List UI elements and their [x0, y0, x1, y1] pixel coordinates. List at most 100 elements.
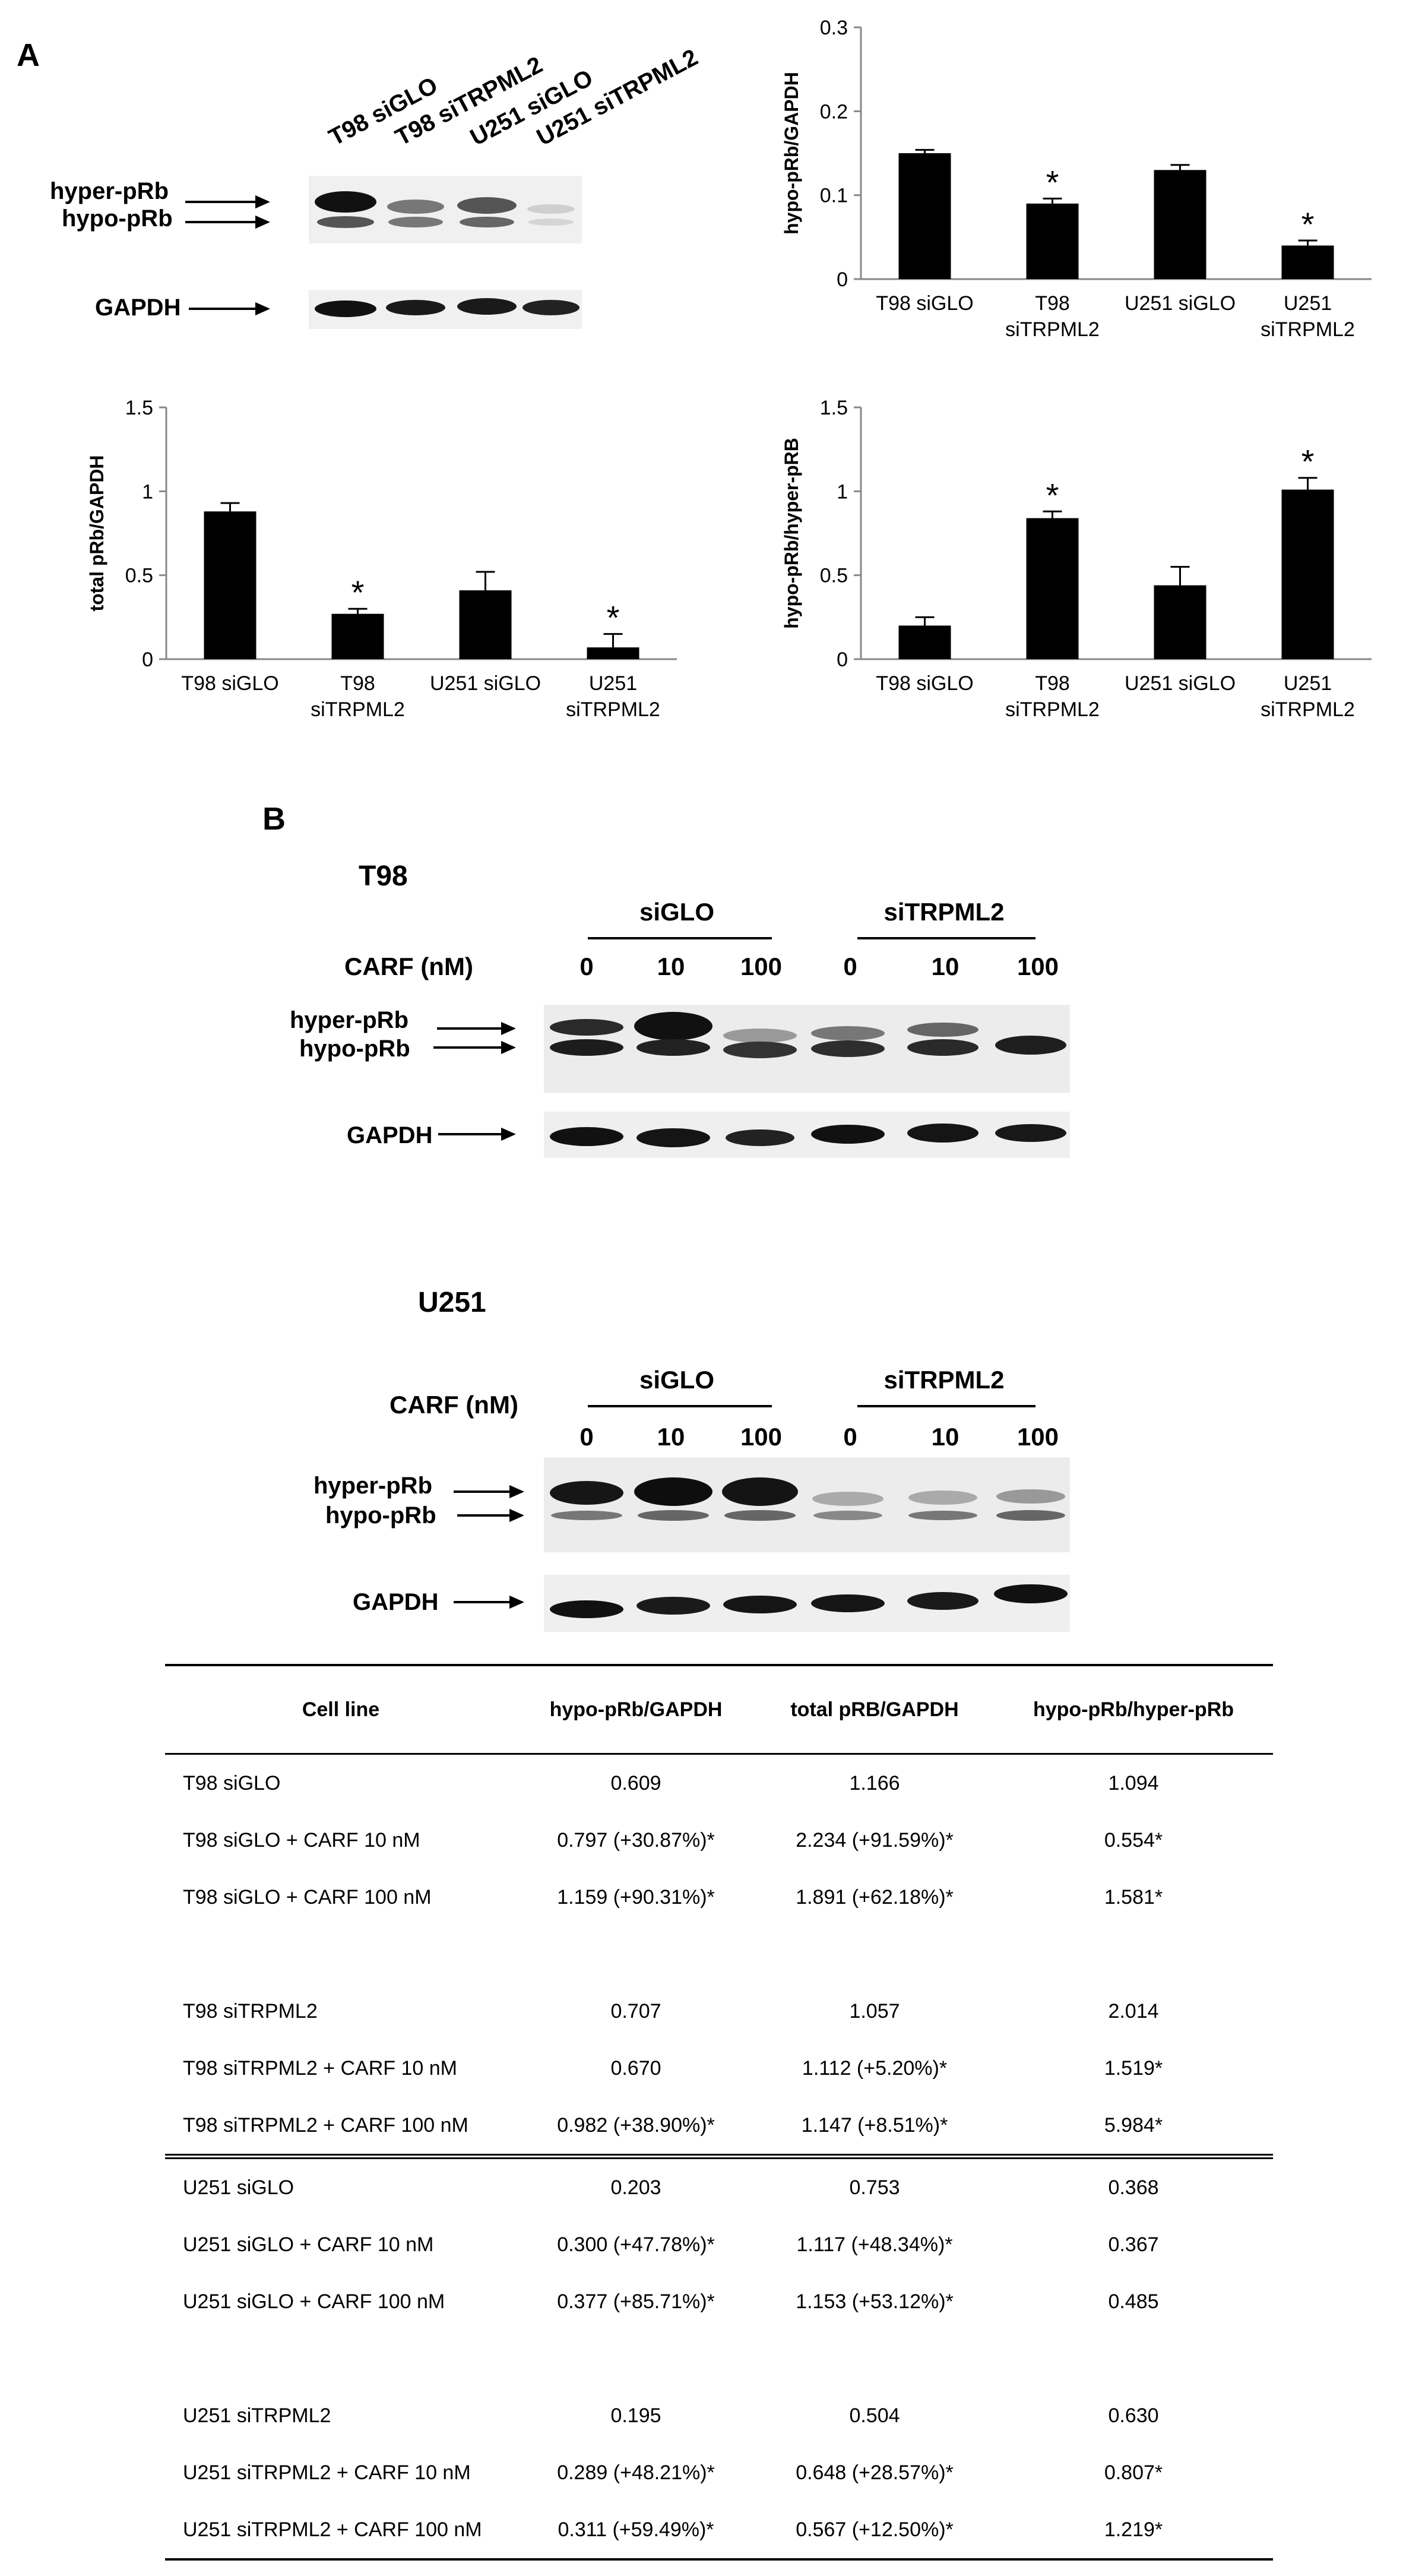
y-axis-label: hypo-pRb/hyper-pRB: [781, 438, 802, 629]
u251-title: U251: [418, 1287, 486, 1318]
table-row: T98 siGLO 0.609 1.166 1.094: [165, 1754, 1273, 1812]
u251-blot-arrows: [454, 1485, 524, 1609]
u251-bands: [550, 1477, 1068, 1618]
bar: [587, 647, 639, 659]
t98-hyper-label: hyper-pRb: [290, 1007, 408, 1033]
u251-gapdh-label: GAPDH: [353, 1589, 439, 1615]
table-row: U251 siTRPML2 + CARF 10 nM 0.289 (+48.21…: [165, 2444, 1273, 2501]
cell: 0.300 (+47.78%)*: [557, 2233, 715, 2256]
t98-blot-arrows: [433, 1021, 516, 1141]
t98-top-membrane: [544, 1005, 1070, 1093]
cell: 1.117 (+48.34%)*: [796, 2233, 953, 2256]
cell: 0.377 (+85.71%)*: [557, 2290, 715, 2313]
blot-a-bands: [315, 191, 580, 317]
row-label: U251 siGLO + CARF 100 nM: [183, 2290, 445, 2313]
table-row: T98 siTRPML2 + CARF 100 nM 0.982 (+38.90…: [165, 2097, 1273, 2159]
bar: [898, 153, 951, 279]
t98-group-siglo: siGLO: [639, 898, 715, 926]
cell: 0.707: [610, 1999, 661, 2023]
cell: 1.581*: [1104, 1885, 1163, 1909]
table-row: U251 siGLO 0.203 0.753 0.368: [165, 2157, 1273, 2217]
table-row: T98 siTRPML2 + CARF 10 nM 0.670 1.112 (+…: [165, 2040, 1273, 2097]
cell: 1.891 (+62.18%)*: [796, 1885, 954, 1909]
cell: 0.807*: [1104, 2461, 1163, 2484]
panel-b-letter: B: [262, 801, 286, 837]
table-row: U251 siGLO + CARF 10 nM 0.300 (+47.78%)*…: [165, 2216, 1273, 2273]
bar: [204, 511, 256, 659]
blot-a: [185, 176, 582, 329]
significance-star: *: [1302, 205, 1315, 243]
u251-hypo-label: hypo-pRb: [325, 1502, 436, 1528]
chart-hypo-hyper-ratio: 0 0.5 1 1.5 hypo-pRb/hyper-pRB T98 siGLO * T98 s…: [781, 397, 1372, 721]
t98-group-siglo-line: [588, 937, 772, 939]
u251-conc-1: 0: [580, 1423, 594, 1451]
u251-group-sitrpml2-line: [857, 1405, 1036, 1407]
cell: 0.504: [849, 2404, 900, 2427]
col-header-hypo-hyper: hypo-pRb/hyper-pRb: [994, 1664, 1273, 1755]
x-tick-label: siTRPML2: [1005, 318, 1100, 341]
y-tick-label: 0.5: [820, 565, 848, 587]
x-tick-label: siTRPML2: [1005, 698, 1100, 721]
cell: 1.147 (+8.51%)*: [755, 2097, 994, 2159]
cell: 1.057: [849, 1999, 900, 2023]
bar: [1026, 518, 1079, 659]
y-axis-label: total pRb/GAPDH: [86, 455, 107, 611]
t98-conc-3: 100: [740, 952, 783, 980]
y-tick-label: 0.1: [820, 185, 848, 207]
cell: 0.609: [610, 1771, 661, 1795]
bar: [1154, 170, 1206, 279]
x-tick-label: T98 siGLO: [181, 672, 278, 695]
bar: [1026, 203, 1079, 279]
row-label: T98 siGLO + CARF 100 nM: [183, 1885, 432, 1909]
y-tick-label: 0.5: [125, 565, 153, 587]
x-tick-label: U251: [1284, 672, 1332, 695]
row-label: U251 siTRPML2 + CARF 100 nM: [165, 2501, 517, 2561]
results-table: Cell line hypo-pRb/GAPDH total pRB/GAPDH…: [165, 1664, 1273, 2561]
blot-a-hypo-label: hypo-pRb: [62, 205, 173, 232]
cell: 1.166: [849, 1771, 900, 1795]
row-label: T98 siTRPML2: [183, 1999, 318, 2023]
x-tick-label: T98: [340, 672, 375, 695]
x-tick-label: siTRPML2: [1261, 318, 1355, 341]
bar: [898, 625, 951, 659]
significance-star: *: [1302, 443, 1315, 480]
cell: 0.753: [849, 2176, 900, 2199]
cell: [994, 2330, 1273, 2387]
cell: [517, 1926, 755, 1983]
u251-conc-6: 100: [1016, 1423, 1059, 1451]
cell: 1.153 (+53.12%)*: [796, 2290, 954, 2313]
cell: 0.982 (+38.90%)*: [517, 2097, 755, 2159]
cell: 0.203: [610, 2176, 661, 2199]
u251-gapdh-membrane: [544, 1575, 1070, 1632]
t98-conc-5: 10: [931, 952, 960, 980]
y-tick-label: 1.5: [820, 397, 848, 419]
y-tick-label: 0: [837, 268, 848, 291]
cell: [517, 2330, 755, 2387]
significance-star: *: [607, 599, 620, 637]
t98-hypo-label: hypo-pRb: [299, 1036, 410, 1062]
t98-gapdh-membrane: [544, 1112, 1070, 1158]
x-tick-label: T98: [1035, 672, 1070, 695]
table-spacer-row: [165, 2330, 1273, 2387]
u251-hyper-label: hyper-pRb: [314, 1473, 432, 1499]
row-label: U251 siTRPML2: [183, 2404, 331, 2427]
x-tick-label: U251 siGLO: [1125, 292, 1236, 315]
x-tick-label: U251 siGLO: [430, 672, 541, 695]
chart-hypo-prb-gapdh: 0 0.1 0.2 0.3 hypo-pRb/GAPDH T98 siGLO * T98 siT…: [781, 17, 1372, 341]
t98-blot: [433, 1005, 1070, 1158]
table-spacer-row: [165, 1926, 1273, 1983]
cell: 0.670: [610, 2056, 661, 2080]
cell: 1.519*: [1104, 2056, 1163, 2080]
x-tick-label: siTRPML2: [1261, 698, 1355, 721]
table-row: T98 siGLO + CARF 100 nM 1.159 (+90.31%)*…: [165, 1869, 1273, 1926]
table-row: T98 siTRPML2 0.707 1.057 2.014: [165, 1983, 1273, 2040]
cell: 0.195: [610, 2404, 661, 2427]
cell: 0.554*: [1104, 1828, 1163, 1852]
row-label: U251 siTRPML2 + CARF 10 nM: [183, 2461, 471, 2484]
cell: 1.094: [1108, 1771, 1159, 1795]
cell: 0.567 (+12.50%)*: [755, 2501, 994, 2561]
t98-bands: [550, 1012, 1066, 1147]
cell: [755, 1926, 994, 1983]
cell: 1.159 (+90.31%)*: [557, 1885, 715, 1909]
row-label: T98 siTRPML2 + CARF 10 nM: [183, 2056, 457, 2080]
